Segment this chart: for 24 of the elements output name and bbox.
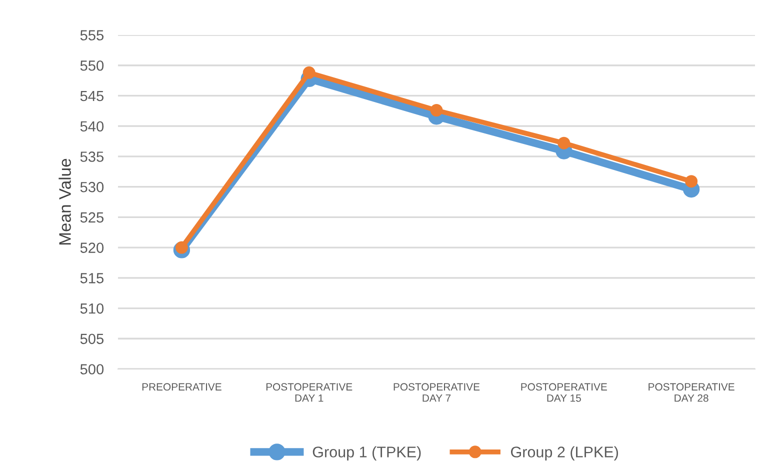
y-tick-label: 550 — [80, 60, 104, 71]
legend-label: Group 1 (TPKE) — [312, 446, 421, 460]
point — [685, 175, 698, 188]
y-tick-label: 515 — [80, 273, 104, 284]
legend-label: Group 2 (LPKE) — [511, 446, 618, 460]
x-tick-label: PREOPERATIVE — [142, 383, 222, 391]
x-tick-label: POSTOPERATIVE DAY 7 — [394, 383, 480, 402]
y-tick-label: 555 — [80, 30, 104, 40]
x-tick-label: POSTOPERATIVE DAY 1 — [266, 383, 352, 402]
y-tick-label: 545 — [80, 90, 104, 102]
x-tick-label: POSTOPERATIVE DAY 15 — [521, 383, 607, 402]
y-tick-label: 540 — [80, 121, 104, 132]
point — [430, 104, 443, 117]
y-tick-label: 525 — [80, 212, 104, 223]
x-tick-label: POSTOPERATIVE DAY 28 — [648, 383, 734, 402]
y-tick-label: 500 — [80, 364, 104, 374]
y-tick-label: 510 — [80, 303, 104, 314]
y-tick-label: 505 — [80, 334, 104, 344]
point — [302, 66, 316, 79]
y-tick-label: 520 — [80, 242, 104, 253]
y-axis-title: Mean Value — [58, 158, 71, 244]
y-tick-label: 530 — [80, 182, 104, 192]
point — [558, 136, 570, 150]
y-tick-label: 535 — [80, 152, 104, 162]
